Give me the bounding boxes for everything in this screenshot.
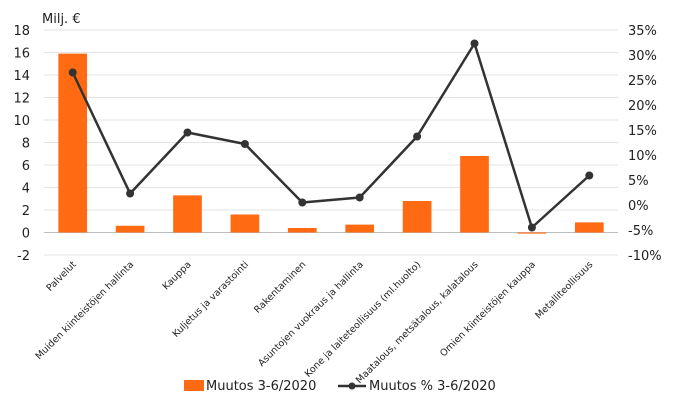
category-label: Metalliteollisuus <box>533 259 595 321</box>
legend-bar-swatch <box>184 380 204 391</box>
bar <box>173 195 202 233</box>
left-axis-ticks: -2 0 2 4 6 8 10 12 14 16 18 <box>13 24 30 264</box>
bar <box>58 53 88 233</box>
legend-line-marker <box>348 382 356 390</box>
line-point <box>470 39 479 48</box>
bar <box>230 214 260 233</box>
category-label: Palvelut <box>44 259 79 294</box>
category-label: Maatalous, metsätalous, kalatalous <box>354 259 481 386</box>
left-axis-unit: Milj. € <box>42 12 81 27</box>
category-label: Asuntojen vuokraus ja hallinta <box>256 259 366 369</box>
legend-line-label: Muutos % 3-6/2020 <box>369 379 496 394</box>
right-tick-label: 25% <box>628 74 657 89</box>
right-axis-ticks: -10% -5% 0% 5% 10% 15% 20% 25% 30% 35% <box>628 24 662 264</box>
gridlines <box>44 29 618 256</box>
left-tick-label: 10 <box>13 114 30 129</box>
category-label: Muiden kiinteistöjen hallinta <box>34 259 137 362</box>
left-tick-label: 2 <box>22 204 30 219</box>
line-point <box>126 189 135 198</box>
bar <box>345 224 375 233</box>
right-tick-label: 5% <box>628 174 649 189</box>
line-point <box>240 140 249 148</box>
left-tick-label: 16 <box>13 47 30 62</box>
bar <box>402 201 432 233</box>
right-tick-label: -10% <box>628 249 662 264</box>
right-tick-label: 35% <box>628 24 657 39</box>
legend-bar-label: Muutos 3-6/2020 <box>206 379 316 394</box>
right-tick-label: 10% <box>628 149 657 164</box>
line-point <box>298 198 307 207</box>
left-tick-label: 0 <box>22 227 30 242</box>
line-point <box>585 171 594 180</box>
bar-series <box>58 53 604 234</box>
line-point <box>355 193 364 202</box>
left-tick-label: -2 <box>17 249 30 264</box>
bar <box>574 222 604 233</box>
series-line <box>71 42 591 229</box>
right-tick-label: -5% <box>628 224 653 239</box>
bar <box>287 228 317 233</box>
line-point <box>68 68 77 77</box>
bar <box>517 232 547 234</box>
line-point <box>413 132 422 141</box>
bar <box>460 156 489 233</box>
right-tick-label: 15% <box>628 124 657 139</box>
right-tick-label: 0% <box>628 199 649 214</box>
left-tick-label: 14 <box>13 69 30 84</box>
line-series <box>68 39 594 232</box>
right-tick-label: 30% <box>628 49 657 64</box>
left-tick-label: 12 <box>13 92 30 107</box>
line-point <box>527 223 536 232</box>
right-tick-label: 20% <box>628 99 657 114</box>
left-tick-label: 18 <box>13 24 30 39</box>
line-point <box>183 128 192 137</box>
legend: Muutos 3-6/2020 Muutos % 3-6/2020 <box>184 379 496 394</box>
left-tick-label: 8 <box>22 137 30 152</box>
bar <box>115 225 145 233</box>
left-tick-label: 6 <box>22 159 30 174</box>
category-label: Rakentaminen <box>252 259 308 315</box>
left-tick-label: 4 <box>22 182 30 197</box>
category-label: Omien kiinteistöjen kauppa <box>438 259 538 359</box>
category-label: Kauppa <box>161 259 194 292</box>
category-label: Kone ja laiteteollisuus (ml.huolto) <box>303 259 423 379</box>
